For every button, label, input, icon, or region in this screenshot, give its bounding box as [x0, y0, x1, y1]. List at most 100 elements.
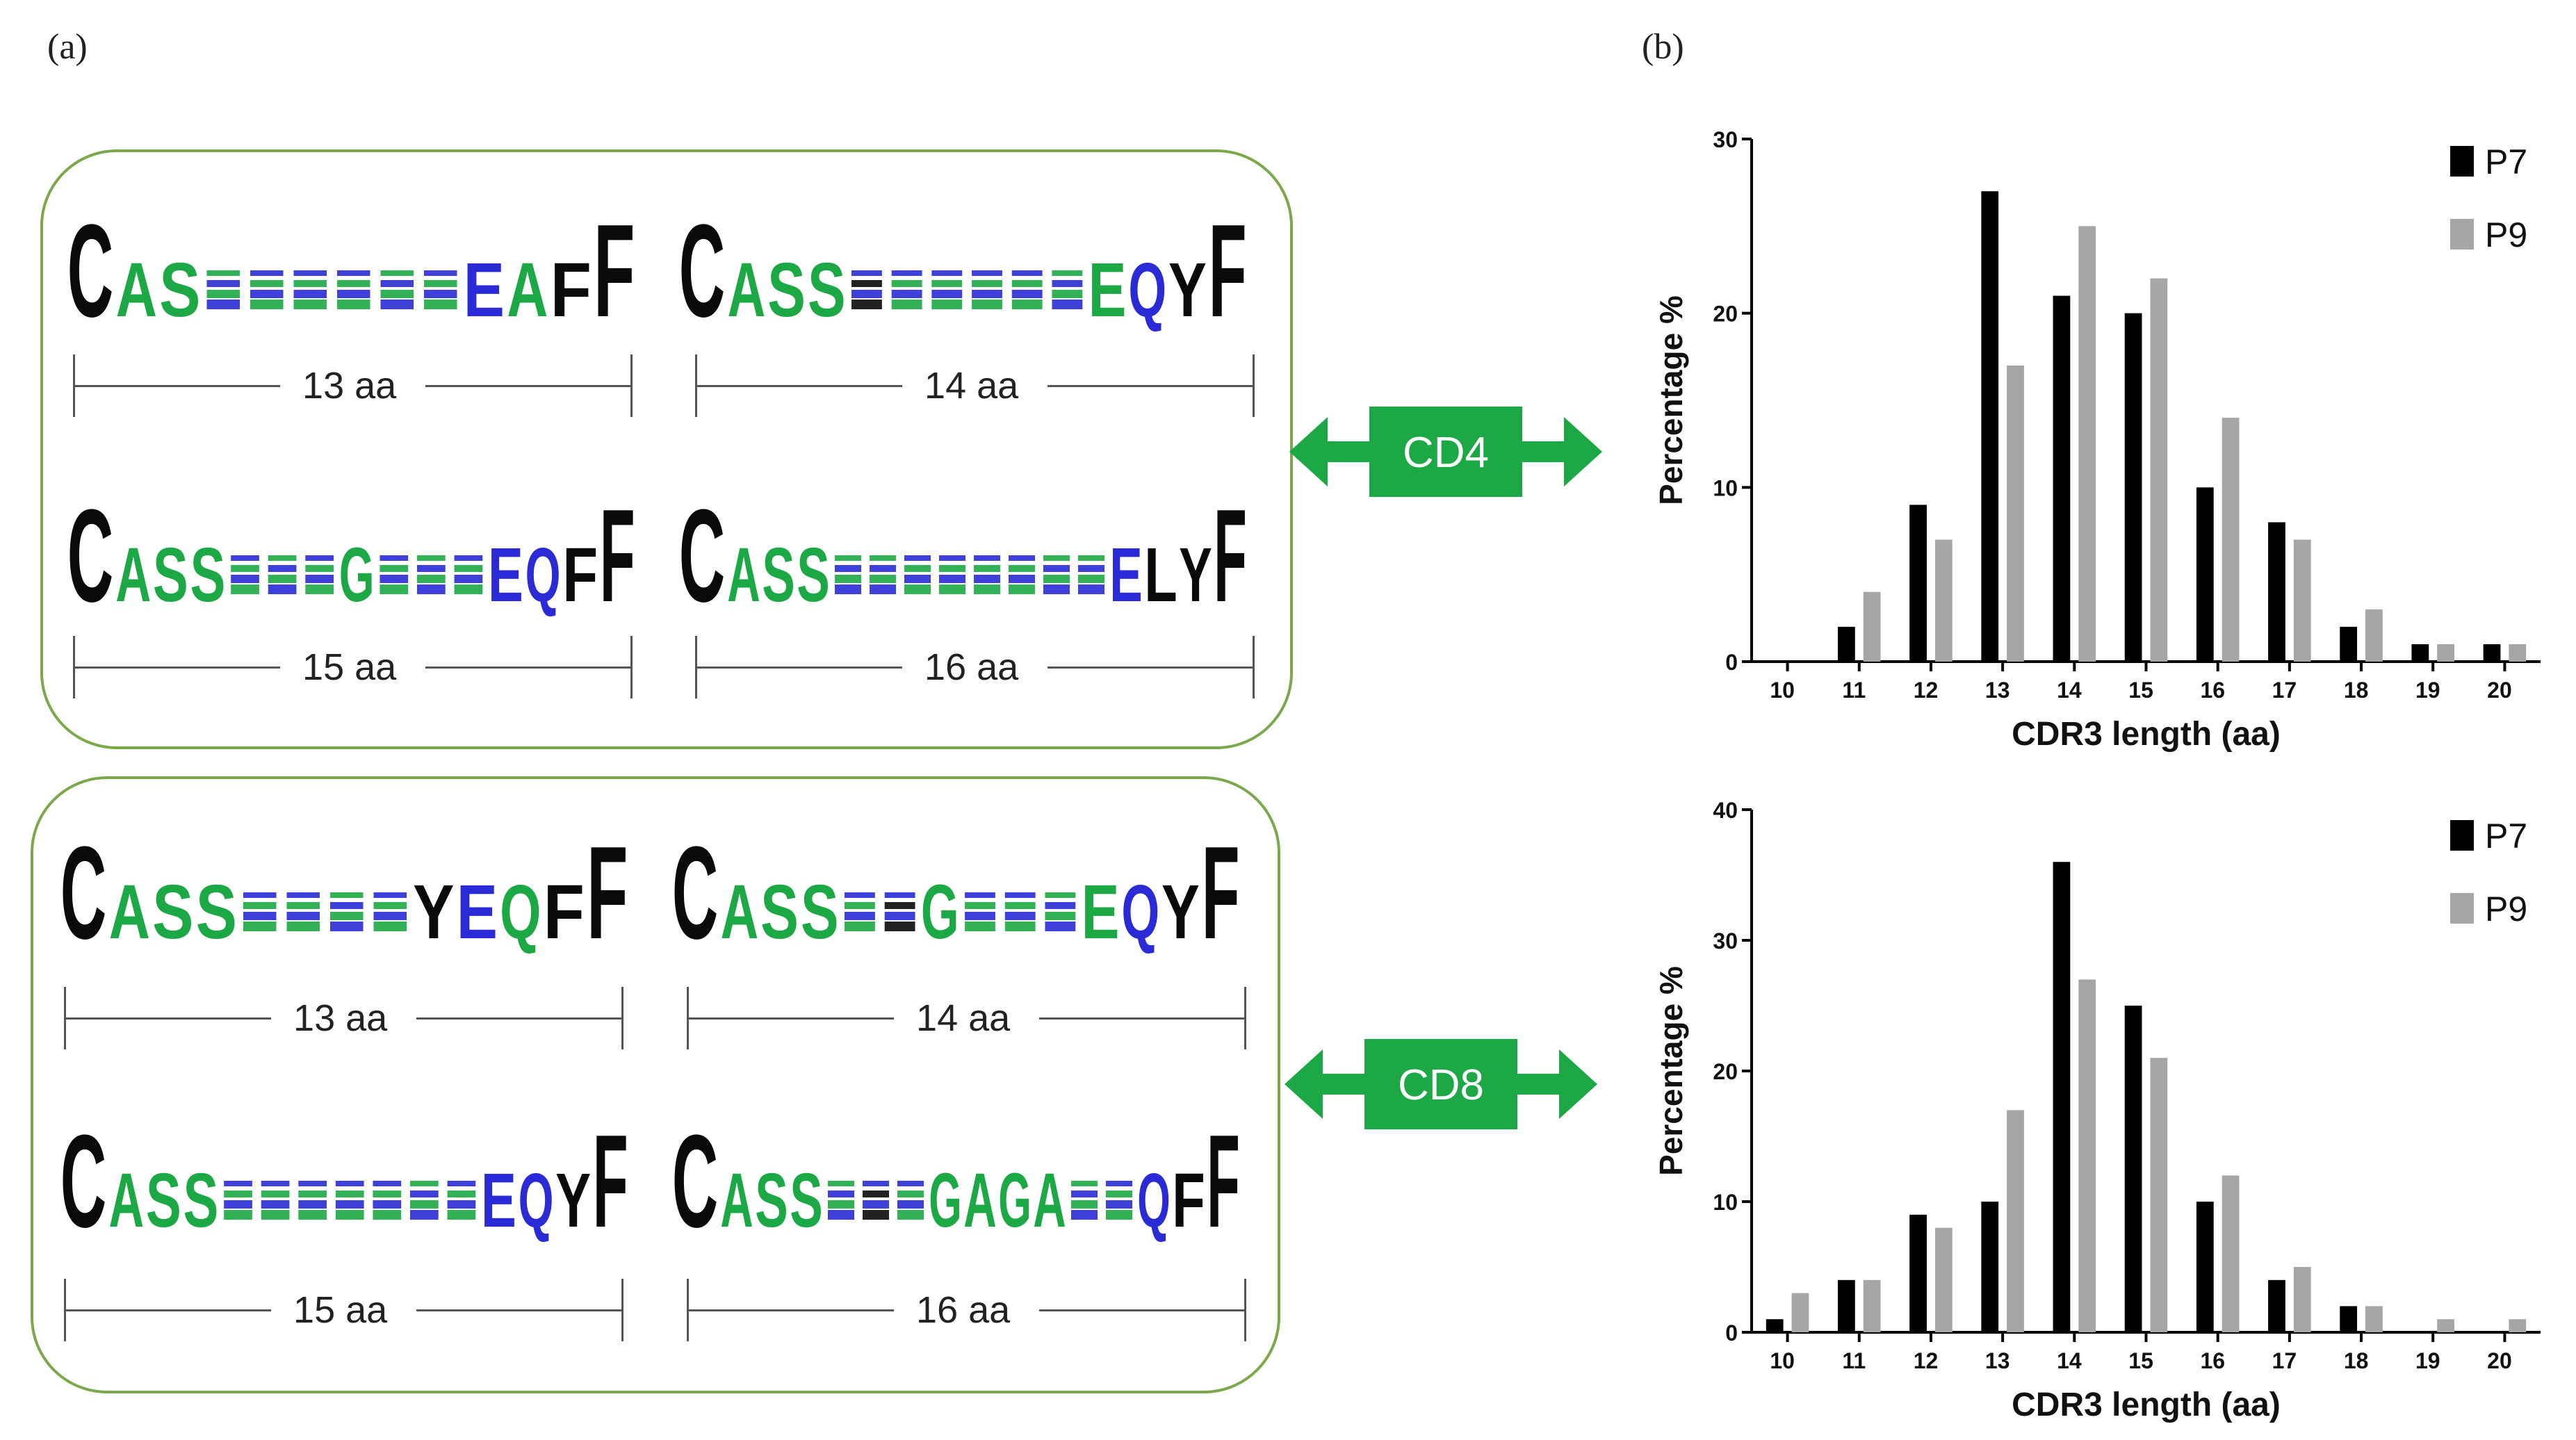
logo-minor-residue [424, 300, 457, 309]
logo-minor-residue [447, 1200, 476, 1209]
logo-minor-residue [261, 1181, 290, 1186]
logo-minor-residue [243, 922, 277, 931]
logo-minor-residue [293, 270, 327, 276]
x-tick-label: 16 [2200, 678, 2225, 703]
bar-p7-18 [2340, 1306, 2358, 1332]
logo-minor-residue [939, 565, 965, 572]
x-tick-label: 18 [2344, 678, 2369, 703]
logo-minor-residue [268, 555, 297, 561]
logo-minor-residue [891, 290, 922, 298]
logo-minor-residue [851, 300, 882, 309]
x-tick-label: 15 [2128, 1348, 2153, 1373]
logo-minor-residue [243, 912, 277, 920]
logo-minor-residue [250, 290, 284, 298]
logo-residue: F [593, 1108, 628, 1247]
logo-minor-residue [417, 555, 446, 561]
logo-residue: S [801, 869, 839, 955]
ruler-tick [1244, 987, 1246, 1049]
logo-minor-residue [231, 565, 259, 572]
x-tick-label: 19 [2415, 1348, 2440, 1373]
logo-residue: S [152, 869, 193, 955]
logo-minor-residue [965, 912, 995, 920]
logo-minor-residue [1052, 290, 1083, 298]
logo-residue: F [551, 247, 592, 333]
logo-residue: A [727, 532, 760, 618]
logo-minor-residue [224, 1200, 252, 1209]
logo-minor-residue [1078, 584, 1104, 594]
logo-minor-residue [974, 555, 1000, 561]
ruler-tick [1253, 636, 1255, 698]
logo-minor-residue [1052, 300, 1083, 309]
ruler-tick [630, 636, 633, 698]
logo-minor-residue [373, 922, 407, 931]
length-ruler: 15 aa [73, 636, 633, 698]
bar-p7-15 [2124, 1006, 2142, 1332]
x-axis-label: CDR3 length (aa) [2012, 1386, 2281, 1423]
bar-p7-12 [1909, 505, 1927, 662]
y-axis-label: Percentage % [1653, 295, 1689, 505]
bar-p9-12 [1934, 539, 1953, 662]
logo-minor-residue [410, 1181, 439, 1186]
ruler-line [1039, 1017, 1246, 1020]
logo-minor-residue [305, 575, 334, 583]
logo-residue: E [488, 532, 523, 618]
logo-minor-residue [974, 565, 1000, 572]
logo-minor-residue [337, 290, 370, 298]
logo-minor-residue [298, 1210, 327, 1220]
logo-minor-residue [931, 270, 963, 276]
logo-minor-residue [828, 1191, 854, 1197]
logo-minor-residue [1004, 922, 1036, 931]
logo-minor-residue [380, 270, 414, 276]
bar-p7-18 [2340, 626, 2358, 662]
logo-residue: A [108, 1158, 144, 1243]
logo-minor-residue [845, 892, 875, 898]
logo-minor-residue [424, 270, 457, 276]
y-tick-label: 20 [1713, 1059, 1738, 1084]
logo-residue: C [679, 197, 726, 337]
logo-minor-residue [904, 565, 931, 572]
panel-a-label: (a) [47, 27, 88, 67]
logo-residue: E [1109, 532, 1143, 618]
logo-minor-residue [268, 565, 297, 572]
logo-residue: S [196, 869, 237, 955]
logo-minor-residue [1004, 912, 1036, 920]
logo-minor-residue [1078, 555, 1104, 561]
ruler-line [695, 385, 902, 387]
x-tick-label: 18 [2344, 1348, 2369, 1373]
logo-minor-residue [897, 1191, 924, 1197]
logo-minor-residue [206, 300, 240, 309]
logo-minor-residue [965, 902, 995, 909]
logo-minor-residue [863, 1210, 889, 1220]
logo-residue: F [544, 869, 585, 955]
logo-minor-residue [268, 584, 297, 594]
cd8-group-box [31, 776, 1280, 1393]
logo-minor-residue [891, 270, 922, 276]
length-label: 13 aa [302, 365, 397, 407]
logo-minor-residue [965, 892, 995, 898]
logo-minor-residue [373, 902, 407, 909]
ruler-line [64, 1309, 271, 1311]
x-tick-label: 20 [2487, 1348, 2512, 1373]
logo-minor-residue [1004, 902, 1036, 909]
logo-minor-residue [939, 555, 965, 561]
logo-minor-residue [337, 270, 370, 276]
logo-residue: A [963, 1158, 997, 1243]
cd8-label-box [1364, 1039, 1517, 1129]
logo-minor-residue [1071, 1191, 1098, 1197]
logo-residue: C [672, 819, 719, 959]
logo-minor-residue [1009, 565, 1035, 572]
logo-minor-residue [891, 280, 922, 287]
logo-residue: A [720, 1158, 753, 1243]
logo-minor-residue [897, 1210, 924, 1220]
bar-p7-13 [1981, 1202, 1999, 1332]
logo-minor-residue [250, 280, 284, 287]
ruler-line [425, 666, 633, 669]
bar-p9-17 [2293, 1267, 2311, 1332]
logo-residue: C [679, 482, 726, 622]
legend-label-p7: P7 [2485, 142, 2527, 181]
y-tick-label: 30 [1713, 928, 1738, 954]
logo-minor-residue [268, 575, 297, 583]
bar-p7-20 [2483, 644, 2501, 662]
